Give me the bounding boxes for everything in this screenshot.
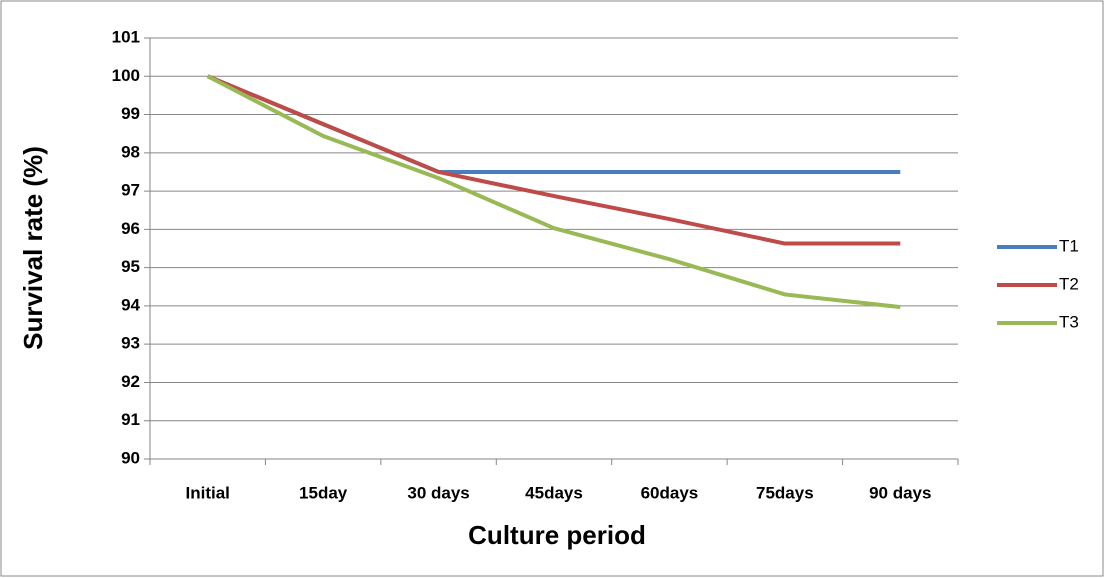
x-axis-title: Culture period: [468, 520, 646, 550]
x-tick-label: Initial: [186, 483, 230, 502]
y-tick-label: 93: [121, 334, 140, 353]
x-tick-label: 30 days: [407, 483, 469, 502]
y-tick-label: 97: [121, 181, 140, 200]
legend-label: T2: [1059, 274, 1079, 293]
y-axis-title: Survival rate (%): [18, 146, 48, 350]
y-tick-label: 91: [121, 410, 140, 429]
series-line: [206, 74, 901, 246]
x-tick-label: 15day: [299, 483, 348, 502]
y-tick-label: 99: [121, 104, 140, 123]
legend-label: T1: [1059, 236, 1079, 255]
y-tick-label: 92: [121, 372, 140, 391]
y-tick-label: 101: [112, 27, 140, 46]
series-line: [206, 74, 901, 310]
y-tick-label: 100: [112, 66, 140, 85]
x-tick-label: 75days: [756, 483, 814, 502]
legend-label: T3: [1059, 312, 1079, 331]
y-tick-label: 90: [121, 448, 140, 467]
y-tick-label: 94: [121, 295, 140, 314]
x-tick-label: 60days: [641, 483, 699, 502]
x-tick-label: 45days: [525, 483, 583, 502]
y-tick-label: 96: [121, 219, 140, 238]
y-tick-label: 95: [121, 257, 140, 276]
x-tick-label: 90 days: [869, 483, 931, 502]
y-tick-label: 98: [121, 142, 140, 161]
